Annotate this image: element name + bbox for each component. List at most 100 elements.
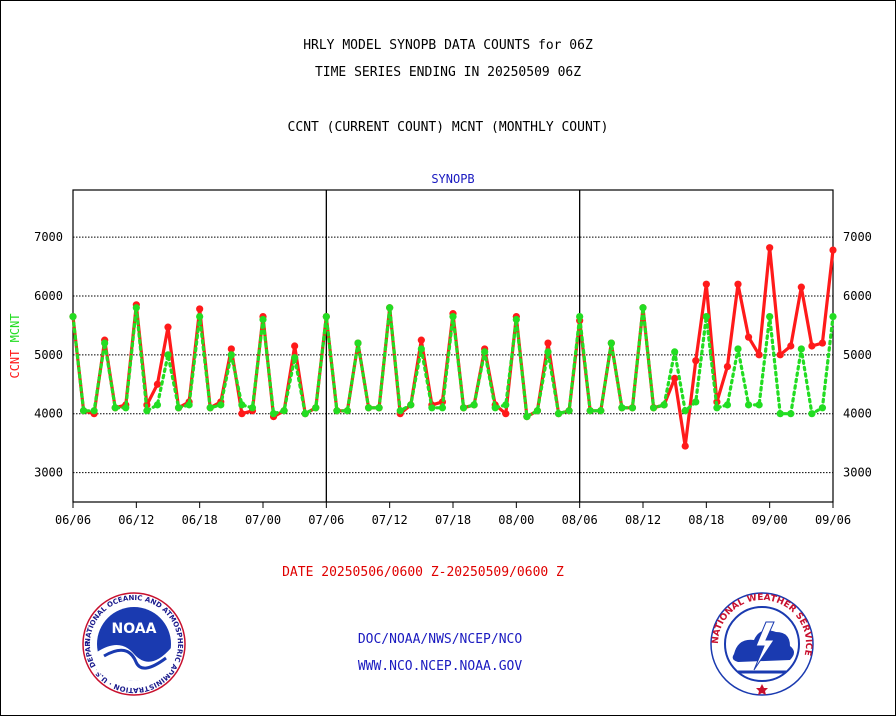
x-tick-label: 09/06 — [815, 513, 851, 527]
point-mcnt — [618, 404, 626, 412]
point-ccnt — [681, 442, 689, 450]
point-mcnt — [238, 401, 246, 409]
point-mcnt — [797, 345, 805, 353]
point-ccnt — [692, 357, 700, 365]
chart-title-line1: HRLY MODEL SYNOPB DATA COUNTS for 06Z — [303, 38, 593, 53]
point-ccnt — [671, 374, 679, 382]
point-mcnt — [660, 401, 668, 409]
point-mcnt — [502, 401, 510, 409]
y-tick-label-right: 6000 — [843, 289, 872, 303]
y-axis-label-mcnt: MCNT — [8, 313, 22, 349]
point-mcnt — [69, 312, 77, 321]
x-tick-label: 07/06 — [308, 513, 344, 527]
point-ccnt — [291, 342, 299, 350]
y-tick-label-left: 7000 — [34, 230, 63, 244]
point-mcnt — [713, 404, 721, 412]
x-tick-label: 06/18 — [182, 513, 218, 527]
point-ccnt — [153, 380, 162, 388]
point-mcnt — [90, 407, 98, 415]
point-mcnt — [375, 404, 383, 412]
y-tick-label-left: 4000 — [34, 407, 63, 421]
x-tick-label: 08/06 — [562, 513, 598, 527]
point-mcnt — [692, 398, 700, 406]
y-tick-label-right: 7000 — [843, 230, 872, 244]
point-ccnt — [776, 351, 784, 359]
y-tick-label-right: 3000 — [843, 466, 872, 480]
point-mcnt — [111, 404, 119, 412]
point-mcnt — [734, 345, 742, 353]
point-mcnt — [744, 401, 753, 409]
point-mcnt — [544, 348, 552, 356]
y-axis-label-ccnt: CCNT — [8, 350, 22, 379]
point-mcnt — [196, 312, 204, 321]
x-tick-label: 08/12 — [625, 513, 661, 527]
point-mcnt — [164, 351, 172, 359]
point-mcnt — [280, 407, 288, 415]
point-mcnt — [153, 401, 162, 409]
date-range-label: DATE 20250506/0600 Z-20250509/0600 Z — [282, 565, 564, 580]
point-ccnt — [238, 410, 246, 418]
point-ccnt — [797, 283, 805, 291]
point-mcnt — [248, 404, 257, 412]
point-mcnt — [512, 315, 520, 324]
noaa-logo-icon: NATIONAL OCEANIC AND ATMOSPHERIC ADMINIS… — [80, 592, 186, 696]
point-mcnt — [132, 304, 140, 312]
point-mcnt — [122, 404, 130, 412]
point-ccnt — [417, 336, 425, 344]
point-mcnt — [554, 410, 563, 418]
y-tick-label-right: 4000 — [843, 407, 872, 421]
point-mcnt — [396, 407, 404, 415]
point-mcnt — [523, 413, 531, 421]
point-mcnt — [259, 315, 267, 324]
point-mcnt — [586, 407, 594, 415]
x-tick-label: 07/00 — [245, 513, 281, 527]
point-mcnt — [628, 404, 637, 412]
point-ccnt — [829, 246, 837, 254]
x-tick-label: 07/18 — [435, 513, 471, 527]
point-mcnt — [417, 345, 425, 353]
point-mcnt — [301, 410, 309, 418]
point-mcnt — [597, 407, 605, 415]
nws-logo-icon: NATIONAL WEATHER SERVICE — [710, 592, 814, 696]
point-mcnt — [227, 351, 235, 359]
point-mcnt — [79, 407, 88, 415]
y-tick-label-left: 3000 — [34, 466, 63, 480]
point-mcnt — [438, 404, 447, 412]
point-ccnt — [723, 363, 732, 371]
point-mcnt — [829, 312, 837, 321]
website-url-label: WWW.NCO.NCEP.NOAA.GOV — [357, 659, 523, 674]
point-ccnt — [502, 410, 510, 418]
point-mcnt — [386, 304, 394, 312]
y-tick-label-left: 6000 — [34, 289, 63, 303]
point-mcnt — [407, 401, 415, 409]
point-mcnt — [808, 410, 816, 418]
point-mcnt — [364, 404, 373, 412]
point-mcnt — [269, 410, 278, 418]
point-mcnt — [217, 401, 225, 409]
point-mcnt — [206, 404, 214, 412]
x-tick-label: 06/06 — [55, 513, 91, 527]
point-mcnt — [755, 401, 763, 409]
point-mcnt — [354, 339, 362, 347]
point-mcnt — [481, 348, 489, 356]
point-ccnt — [766, 244, 774, 252]
point-mcnt — [459, 404, 468, 412]
x-tick-label: 09/00 — [752, 513, 788, 527]
chart-subtitle: SYNOPB — [431, 172, 474, 186]
point-mcnt — [322, 312, 330, 321]
point-mcnt — [649, 404, 658, 412]
point-mcnt — [766, 312, 774, 321]
point-mcnt — [449, 312, 457, 321]
point-mcnt — [185, 401, 193, 409]
point-mcnt — [428, 404, 436, 412]
point-ccnt — [744, 333, 753, 341]
point-ccnt — [702, 280, 710, 288]
point-mcnt — [174, 404, 183, 412]
x-tick-label: 07/12 — [372, 513, 408, 527]
y-axis-label: CCNT MCNT — [8, 313, 22, 378]
point-ccnt — [164, 323, 172, 331]
point-mcnt — [681, 407, 689, 415]
point-mcnt — [491, 404, 499, 412]
point-mcnt — [818, 404, 827, 412]
